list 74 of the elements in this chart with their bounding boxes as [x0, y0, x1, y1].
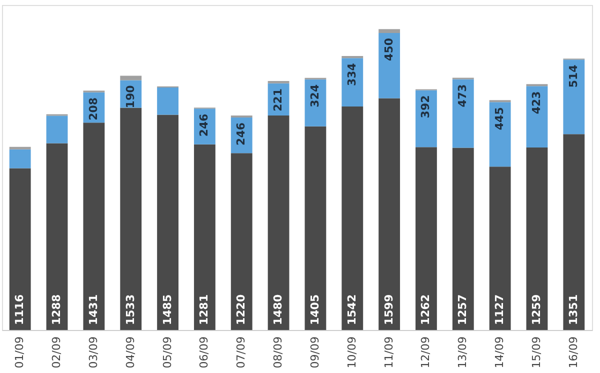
bar — [526, 148, 548, 330]
x-tick-label: 04/09 — [124, 336, 137, 368]
bar — [378, 98, 400, 330]
x-tick-label: 16/09 — [566, 336, 580, 368]
data-label: 1599 — [382, 294, 396, 325]
data-label: 1220 — [234, 294, 248, 325]
bar — [489, 102, 511, 167]
data-label: 1405 — [308, 294, 322, 325]
data-label: 473 — [456, 84, 470, 108]
bar — [9, 168, 31, 330]
data-label: 1485 — [160, 294, 174, 325]
x-tick-label: 02/09 — [50, 336, 64, 368]
x-tick-label: 06/09 — [198, 336, 211, 368]
bar — [526, 86, 548, 148]
bar — [9, 149, 31, 168]
bar — [157, 87, 178, 115]
data-label: 1259 — [530, 294, 543, 325]
data-label: 1257 — [456, 294, 470, 325]
bar — [452, 148, 474, 330]
data-label: 1281 — [198, 294, 211, 325]
data-label: 246 — [234, 122, 248, 146]
data-label: 1542 — [345, 294, 358, 325]
x-tick-label: 07/09 — [234, 336, 248, 368]
bar — [416, 147, 437, 330]
bar — [157, 114, 178, 330]
x-tick-label: 13/09 — [456, 336, 470, 368]
data-label: 450 — [382, 38, 396, 61]
bar — [230, 153, 252, 330]
bar — [120, 108, 142, 330]
data-label: 1127 — [493, 294, 506, 325]
x-tick-label: 15/09 — [530, 336, 543, 368]
data-label: 221 — [272, 88, 285, 112]
bar — [563, 134, 585, 330]
bar — [304, 126, 326, 330]
data-label: 1480 — [272, 294, 285, 325]
x-tick-label: 11/09 — [382, 336, 396, 368]
data-label: 190 — [124, 84, 137, 108]
x-tick-label: 10/09 — [345, 336, 358, 368]
data-label: 334 — [345, 62, 358, 86]
data-label: 392 — [419, 95, 432, 118]
bar — [342, 106, 364, 330]
data-label: 514 — [566, 64, 580, 88]
bar — [268, 115, 290, 330]
bar — [46, 143, 68, 330]
data-label: 1262 — [419, 294, 432, 325]
bar — [120, 76, 142, 80]
data-label: 1533 — [124, 294, 137, 325]
data-label: 1431 — [86, 294, 100, 325]
bar — [378, 29, 400, 33]
x-tick-label: 05/09 — [160, 336, 174, 368]
bar — [489, 166, 511, 330]
bar — [194, 144, 216, 330]
bar — [452, 79, 474, 148]
bar — [83, 122, 105, 330]
x-tick-label: 12/09 — [419, 336, 432, 368]
data-label: 208 — [86, 97, 100, 120]
data-label: 1288 — [50, 294, 64, 325]
data-label: 445 — [493, 107, 506, 130]
data-label: 1351 — [566, 294, 580, 325]
data-label: 324 — [308, 84, 322, 108]
data-label: 1116 — [13, 294, 26, 325]
bar — [378, 32, 400, 98]
bar — [9, 146, 31, 150]
x-tick-label: 03/09 — [86, 336, 100, 368]
data-label: 423 — [530, 91, 543, 114]
x-tick-label: 09/09 — [308, 336, 322, 368]
data-label: 246 — [198, 113, 211, 137]
bar — [268, 80, 290, 84]
x-tick-label: 14/09 — [493, 336, 506, 368]
x-tick-label: 01/09 — [13, 336, 26, 368]
x-tick-label: 08/09 — [272, 336, 285, 368]
bar — [563, 60, 585, 134]
bar — [46, 116, 68, 144]
bar — [416, 90, 437, 148]
